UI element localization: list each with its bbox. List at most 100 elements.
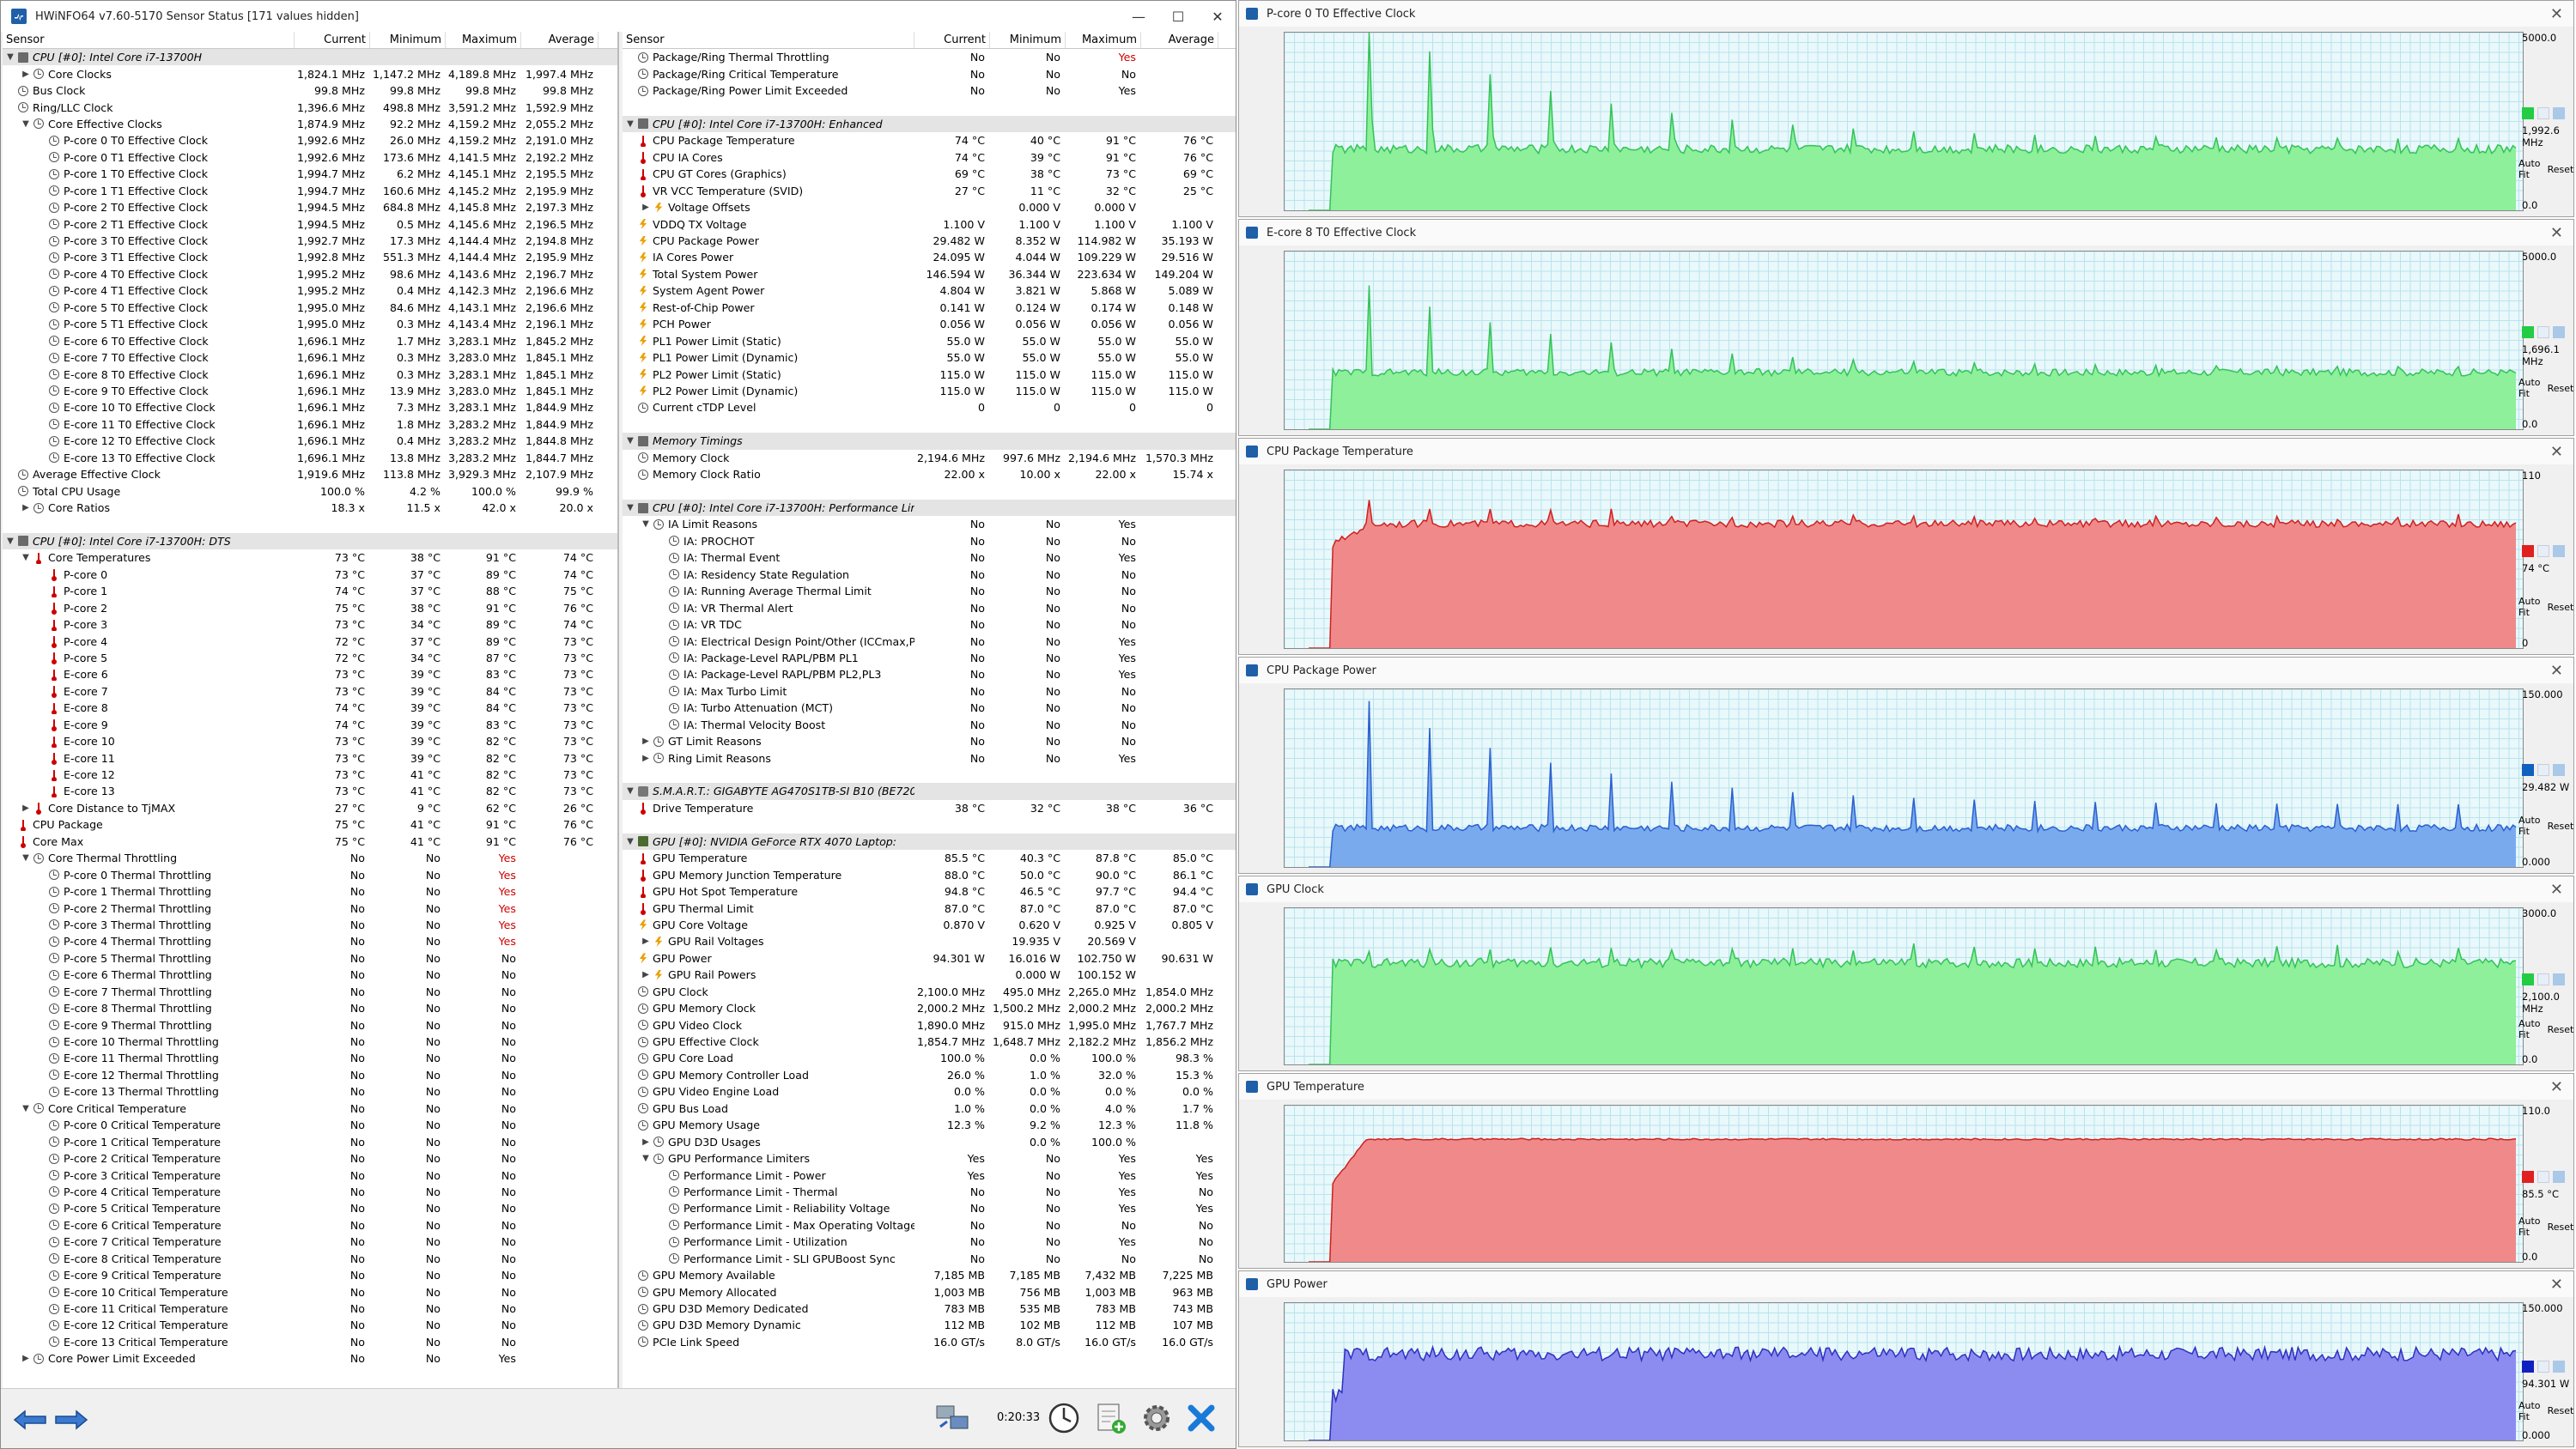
sensor-row[interactable]: E-core 9 74 °C 39 °C 83 °C 73 °C [3,717,617,733]
sensor-row[interactable]: Performance Limit - Max Operating Voltag… [623,1217,1236,1234]
sensor-row[interactable]: IA: Thermal Event No No Yes [623,549,1236,566]
graph-close-icon[interactable]: ✕ [2549,1275,2563,1294]
collapse-chevron-icon[interactable]: ▼ [642,1154,649,1164]
maximize-button[interactable]: ☐ [1171,8,1185,25]
sensor-row[interactable]: E-core 9 T0 Effective Clock 1,696.1 MHz 13… [3,383,617,399]
sensor-row[interactable]: PL1 Power Limit (Static) 55.0 W 55.0 W 55.0… [623,332,1236,349]
sensor-row[interactable]: P-core 4 Thermal Throttling No No Yes [3,933,617,949]
sensor-row[interactable]: ▼ IA Limit Reasons No No Yes [623,516,1236,532]
sensor-row[interactable]: Performance Limit - Utilization No No Yes No [623,1234,1236,1250]
reset-button[interactable]: Reset [2547,820,2574,832]
sensor-row[interactable]: ▶ GPU D3D Usages 0.0 % 100.0 % [623,1133,1236,1149]
color-swatch[interactable] [2522,1171,2534,1184]
graph-plot[interactable] [1284,32,2524,211]
graph-close-icon[interactable]: ✕ [2549,1077,2563,1096]
expand-chevron-icon[interactable]: ▶ [22,69,29,79]
sensor-row[interactable]: P-core 0 Critical Temperature No No No [3,1117,617,1133]
graph-close-icon[interactable]: ✕ [2549,442,2563,461]
color-swatch[interactable] [2522,763,2534,776]
sensor-row[interactable]: GPU Bus Load 1.0 % 0.0 % 4.0 % 1.7 % [623,1100,1236,1117]
col-sensor[interactable]: Sensor [3,32,295,48]
collapse-chevron-icon[interactable]: ▼ [642,519,649,530]
sensor-row[interactable]: PL2 Power Limit (Static) 115.0 W 115.0 W 11… [623,366,1236,382]
sensor-group-row[interactable]: ▼ CPU [#0]: Intel Core i7-13700H: DTS [3,532,617,550]
reset-button[interactable]: Reset [2547,163,2574,175]
color-swatch[interactable] [2537,325,2549,338]
reset-button[interactable]: Reset [2547,1405,2574,1417]
nav-back-icon[interactable] [11,1403,49,1437]
sensor-row[interactable]: P-core 5 Critical Temperature No No No [3,1200,617,1216]
clock-reset-icon[interactable] [1045,1401,1083,1435]
sensor-row[interactable]: IA: Running Average Thermal Limit No No No [623,583,1236,599]
sensor-row[interactable]: P-core 4 72 °C 37 °C 89 °C 73 °C [3,633,617,649]
sensor-row[interactable]: P-core 1 74 °C 37 °C 88 °C 75 °C [3,583,617,599]
auto-fit-button[interactable]: Auto Fit [2518,377,2541,400]
sensor-row[interactable]: E-core 7 T0 Effective Clock 1,696.1 MHz 0.… [3,349,617,366]
sensor-row[interactable]: E-core 6 73 °C 39 °C 83 °C 73 °C [3,666,617,682]
sensor-row[interactable]: P-core 3 Critical Temperature No No No [3,1167,617,1183]
sensor-row[interactable]: P-core 5 T0 Effective Clock 1,995.0 MHz 84… [3,300,617,316]
sensor-row[interactable]: P-core 2 75 °C 38 °C 91 °C 76 °C [3,599,617,615]
sensor-row[interactable]: GPU Memory Controller Load 26.0 % 1.0 % 32.… [623,1067,1236,1083]
sensor-row[interactable]: E-core 10 Thermal Throttling No No No [3,1034,617,1050]
sensor-row[interactable]: GPU D3D Memory Dynamic 112 MB 102 MB 112 MB… [623,1317,1236,1333]
graph-plot[interactable] [1284,1302,2524,1441]
sensor-row[interactable]: Total System Power 146.594 W 36.344 W 223.6… [623,266,1236,282]
sensor-row[interactable]: E-core 8 Critical Temperature No No No [3,1251,617,1267]
collapse-chevron-icon[interactable]: ▼ [627,786,634,797]
sensor-row[interactable]: ▶ Ring Limit Reasons No No Yes [623,749,1236,766]
graph-plot[interactable] [1284,688,2524,868]
sensor-row[interactable]: GPU Memory Available 7,185 MB 7,185 MB 7,43… [623,1267,1236,1283]
sensor-row[interactable]: ▶ Core Distance to TjMAX 27 °C 9 °C 62 °C 26 … [3,800,617,816]
reset-button[interactable]: Reset [2547,382,2574,394]
color-swatch[interactable] [2553,325,2565,338]
sensor-row[interactable]: Performance Limit - Thermal No No Yes No [623,1184,1236,1200]
sensor-row[interactable]: CPU Package 75 °C 41 °C 91 °C 76 °C [3,816,617,833]
sensor-row[interactable]: E-core 13 73 °C 41 °C 82 °C 73 °C [3,783,617,799]
collapse-chevron-icon[interactable]: ▼ [627,118,634,129]
sensor-row[interactable]: P-core 3 T1 Effective Clock 1,992.8 MHz 55… [3,249,617,265]
sensor-row[interactable]: P-core 3 Thermal Throttling No No Yes [3,917,617,933]
sensor-row[interactable]: E-core 9 Thermal Throttling No No No [3,1016,617,1033]
collapse-chevron-icon[interactable]: ▼ [22,118,29,129]
color-swatch[interactable] [2537,763,2549,776]
sensor-row[interactable]: GPU Core Load 100.0 % 0.0 % 100.0 % 98.3 % [623,1050,1236,1066]
sensor-row[interactable]: P-core 4 T0 Effective Clock 1,995.2 MHz 98… [3,266,617,282]
col-sensor[interactable]: Sensor [623,32,914,48]
sensor-row[interactable]: IA: VR Thermal Alert No No No [623,599,1236,615]
sensor-row[interactable]: E-core 6 Thermal Throttling No No No [3,967,617,983]
auto-fit-button[interactable]: Auto Fit [2518,815,2541,838]
sensor-row[interactable]: E-core 7 Thermal Throttling No No No [3,984,617,1000]
sensor-row[interactable]: GPU Power 94.301 W 16.016 W 102.750 W 90.631… [623,950,1236,967]
collapse-chevron-icon[interactable]: ▼ [7,52,14,63]
graph-window[interactable]: CPU Package Power ✕ 150.000 29.482 W Auto Fi… [1238,657,2574,874]
auto-fit-button[interactable]: Auto Fit [2518,158,2541,181]
sensor-row[interactable]: Total CPU Usage 100.0 % 4.2 % 100.0 % 99.9 % [3,482,617,499]
sensor-row[interactable]: Bus Clock 99.8 MHz 99.8 MHz 99.8 MHz 99.8 MH… [3,82,617,99]
network-icon[interactable] [933,1401,971,1435]
sensor-row[interactable]: P-core 1 Critical Temperature No No No [3,1133,617,1149]
sensor-row[interactable]: E-core 7 73 °C 39 °C 84 °C 73 °C [3,683,617,700]
sensor-row[interactable]: CPU Package Temperature 74 °C 40 °C 91 °C 76… [623,132,1236,149]
sensor-row[interactable]: Rest-of-Chip Power 0.141 W 0.124 W 0.174 W 0… [623,300,1236,316]
sensor-row[interactable]: Core Max 75 °C 41 °C 91 °C 76 °C [3,834,617,850]
collapse-chevron-icon[interactable]: ▼ [627,503,634,513]
sensor-row[interactable]: IA: Max Turbo Limit No No No [623,683,1236,700]
graph-title-bar[interactable]: CPU Package Temperature ✕ [1239,439,2573,464]
sensor-row[interactable]: CPU IA Cores 74 °C 39 °C 91 °C 76 °C [623,149,1236,166]
sensor-row[interactable]: Package/Ring Critical Temperature No No No [623,65,1236,82]
reset-button[interactable]: Reset [2547,601,2574,613]
sensor-row[interactable]: ▶ GPU Rail Voltages 19.935 V 20.569 V [623,933,1236,949]
collapse-chevron-icon[interactable]: ▼ [22,553,29,563]
reset-button[interactable]: Reset [2547,1221,2574,1233]
sensor-row[interactable]: E-core 13 Critical Temperature No No No [3,1334,617,1350]
collapse-chevron-icon[interactable]: ▼ [627,436,634,446]
sensor-row[interactable]: P-core 2 Critical Temperature No No No [3,1150,617,1167]
color-swatch[interactable] [2553,1171,2565,1184]
sensor-row[interactable]: P-core 3 73 °C 34 °C 89 °C 74 °C [3,616,617,633]
graph-window[interactable]: E-core 8 T0 Effective Clock ✕ 5000.0 1,696.… [1238,219,2574,436]
sensor-row[interactable]: P-core 4 T1 Effective Clock 1,995.2 MHz 0.… [3,282,617,299]
sensor-row[interactable]: P-core 2 Thermal Throttling No No Yes [3,900,617,916]
sensor-row[interactable]: IA: Package-Level RAPL/PBM PL1 No No Yes [623,650,1236,666]
sensor-row[interactable]: GPU Memory Usage 12.3 % 9.2 % 12.3 % 11.8 % [623,1117,1236,1133]
